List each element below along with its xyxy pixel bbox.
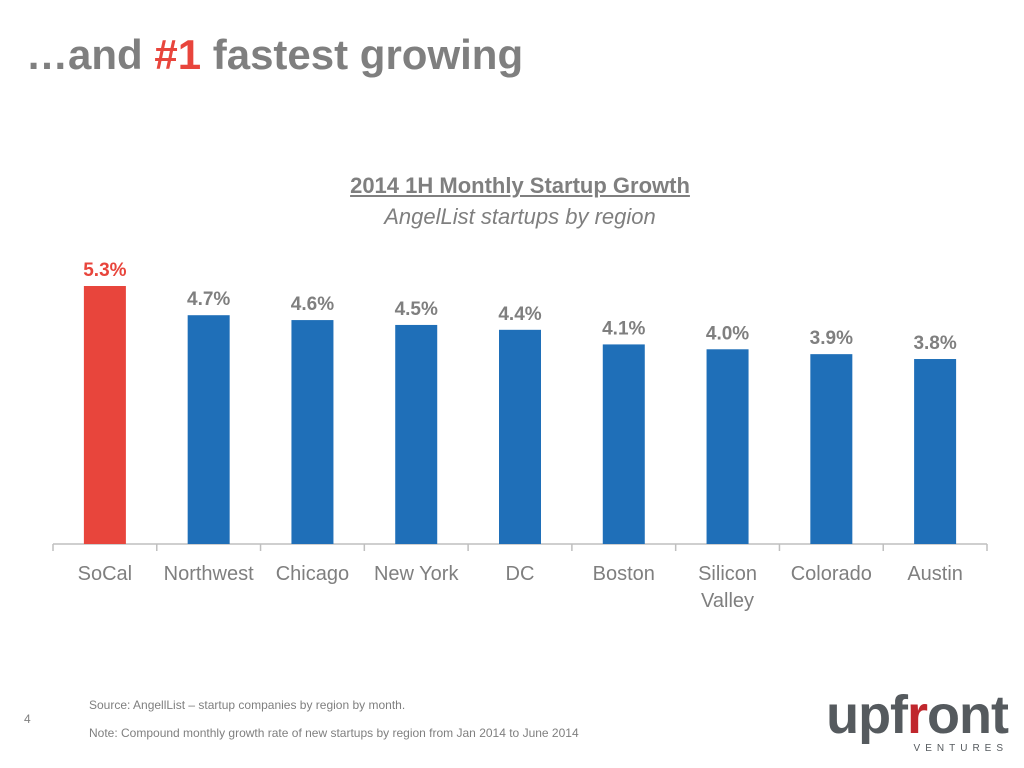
bar-value-label: 4.0% — [706, 323, 749, 344]
category-label: New York — [374, 563, 459, 585]
upfront-ventures-logo: upfront VENTURES — [826, 688, 1009, 755]
title-highlight: #1 — [154, 31, 202, 78]
logo-word-part: ont — [927, 685, 1009, 745]
category-label: Northwest — [164, 563, 254, 585]
bar — [914, 359, 957, 544]
chart-subtitle: AngelList startups by region — [384, 204, 656, 229]
source-footnote: Source: AngellList – startup companies b… — [89, 698, 406, 712]
category-label: Boston — [593, 563, 655, 585]
logo-word-accent: r — [907, 685, 928, 745]
category-label: Colorado — [791, 563, 872, 585]
page-number: 4 — [24, 712, 31, 726]
logo-subtitle: VENTURES — [913, 743, 1008, 755]
title-prefix: …and — [26, 31, 155, 78]
bar — [83, 286, 126, 544]
bar — [499, 329, 541, 544]
bar-value-label: 3.9% — [810, 328, 853, 349]
category-label: Silicon Valley — [698, 563, 757, 612]
bar — [395, 324, 438, 544]
bar — [602, 344, 645, 544]
chart-title: 2014 1H Monthly Startup Growth — [350, 173, 690, 198]
bar-value-label: 3.8% — [913, 333, 956, 354]
bar — [187, 315, 230, 544]
slide-title: …and #1 fastest growing — [26, 34, 523, 76]
bar — [291, 320, 334, 544]
bar-value-label: 4.1% — [602, 318, 645, 339]
category-label: Chicago — [276, 563, 349, 585]
bar — [706, 349, 749, 544]
bar — [810, 354, 853, 544]
logo-wordmark: upfront — [826, 688, 1009, 742]
category-label: SoCal — [78, 563, 132, 585]
bar-value-label: 4.7% — [187, 289, 230, 310]
category-label: DC — [506, 563, 535, 585]
bar-value-label: 4.4% — [498, 304, 541, 325]
note-footnote: Note: Compound monthly growth rate of ne… — [89, 726, 579, 740]
bar-value-label: 4.5% — [395, 299, 438, 320]
title-suffix: fastest growing — [201, 31, 524, 78]
logo-word-part: upf — [826, 685, 908, 745]
bar-value-label: 4.6% — [291, 294, 334, 315]
category-label: Austin — [907, 563, 963, 585]
bar-value-label: 5.3% — [83, 260, 126, 281]
